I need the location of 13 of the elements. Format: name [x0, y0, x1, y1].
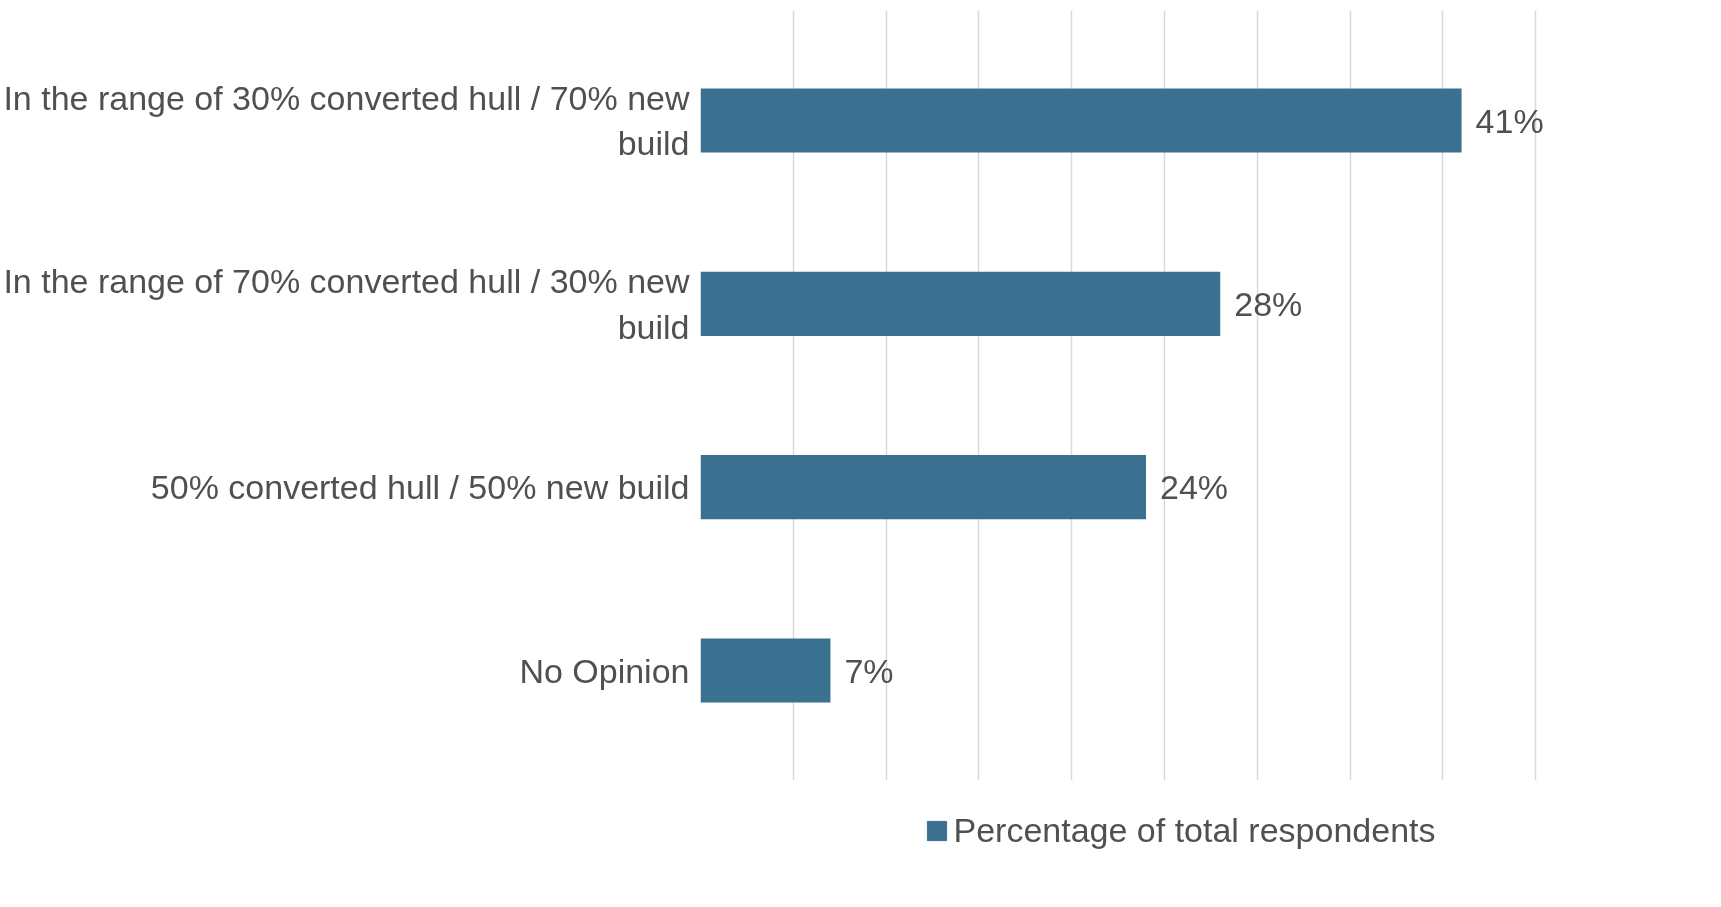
bar — [700, 271, 1221, 336]
legend-label: Percentage of total respondents — [953, 810, 1436, 850]
bar — [700, 455, 1146, 520]
y-tick-label: No Opinion — [519, 651, 690, 690]
data-label: 28% — [1234, 284, 1303, 323]
y-tick-label: In the range of 30% converted hull / 70% new build — [3, 78, 690, 163]
data-label: 7% — [844, 651, 894, 690]
bar — [700, 638, 831, 703]
data-label: 24% — [1160, 468, 1229, 507]
bar — [700, 88, 1462, 153]
data-label: 41% — [1475, 101, 1544, 140]
y-tick-label: In the range of 70% converted hull / 30% new build — [3, 262, 690, 346]
y-tick-label: 50% converted hull / 50% new build — [150, 468, 690, 507]
